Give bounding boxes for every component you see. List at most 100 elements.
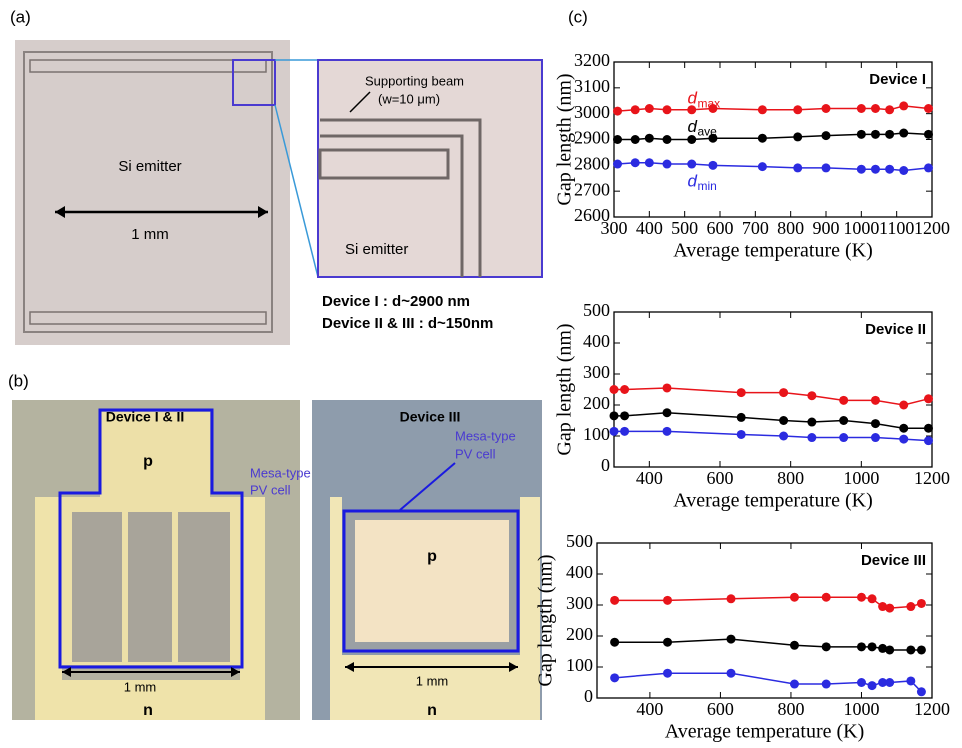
y-tick-label: 3100 (574, 76, 610, 96)
data-point (613, 135, 623, 144)
y-tick-label: 2600 (574, 205, 610, 225)
data-point (870, 129, 880, 139)
beam (29, 311, 267, 325)
data-point (620, 411, 630, 421)
zoom-box (232, 59, 276, 106)
data-point (821, 679, 831, 689)
data-point (821, 642, 831, 652)
data-point (708, 104, 718, 113)
series-symbol: d (687, 117, 697, 136)
y-tick-label: 2700 (574, 179, 610, 199)
data-point (856, 678, 866, 687)
data-point (757, 162, 767, 172)
x-tick-label: 1000 (843, 218, 879, 238)
p-label: p (143, 453, 153, 470)
data-point (821, 163, 831, 173)
x-tick-label: 800 (777, 699, 804, 719)
series-line (614, 387, 929, 406)
finger (178, 512, 230, 662)
data-point (821, 104, 831, 113)
data-point (644, 158, 654, 168)
data-point (662, 105, 672, 115)
data-point (620, 385, 630, 394)
y-tick-label: 3200 (574, 50, 610, 70)
x-tick-label: 400 (636, 699, 663, 719)
panel-label: (b) (8, 371, 29, 390)
emitter-frame (23, 51, 273, 333)
x-axis-label: Average temperature (K) (673, 490, 873, 512)
data-point (856, 642, 866, 652)
data-point (906, 602, 916, 612)
data-point (789, 592, 799, 602)
x-tick-label: 700 (742, 218, 769, 238)
data-point (630, 135, 640, 144)
inset-frame (320, 118, 482, 277)
data-point (663, 637, 673, 647)
data-point (807, 433, 817, 443)
cell-label: Mesa-type (455, 428, 516, 443)
data-point (708, 160, 718, 170)
data-point (610, 673, 620, 683)
x-tick-label: 800 (777, 468, 804, 488)
data-point (644, 104, 654, 113)
data-point (610, 637, 620, 647)
data-point (923, 394, 933, 404)
data-point (779, 416, 789, 425)
data-point (789, 679, 799, 689)
data-point (662, 426, 672, 436)
pv-outline (58, 408, 244, 669)
data-point (687, 159, 697, 169)
inset-beam (318, 148, 450, 180)
n-label: n (143, 702, 153, 719)
data-point (856, 592, 866, 602)
panel-label: (c) (568, 7, 588, 26)
data-point (870, 164, 880, 174)
data-point (916, 598, 926, 608)
data-point (793, 105, 803, 115)
cell-label: Mesa-type (250, 465, 311, 480)
data-point (663, 668, 673, 678)
beam (29, 59, 267, 73)
data-point (662, 408, 672, 418)
beam-label: Supporting beam (365, 73, 464, 88)
data-point (663, 595, 673, 605)
series-line (614, 672, 922, 693)
data-point (779, 431, 789, 441)
data-point (687, 105, 697, 115)
x-axis-label: Average temperature (K) (673, 240, 873, 262)
data-point (856, 164, 866, 174)
data-point (923, 104, 933, 113)
x-tick-label: 600 (707, 468, 734, 488)
inset (317, 59, 543, 278)
chart-title: Device III (861, 552, 926, 569)
series-symbol: d (687, 89, 697, 108)
finger (128, 512, 172, 662)
x-tick-label: 300 (601, 218, 628, 238)
x-tick-label: 1000 (843, 699, 879, 719)
data-point (923, 436, 933, 446)
x-tick-label: 1200 (914, 699, 950, 719)
data-point (708, 133, 718, 143)
pv-outline (342, 509, 520, 653)
series-symbol: d (687, 172, 697, 191)
y-tick-label: 500 (583, 300, 610, 320)
zoom-line (274, 104, 319, 278)
scale-label: 1 mm (131, 226, 169, 243)
data-point (613, 106, 623, 116)
plot-frame (596, 542, 933, 699)
data-point (870, 104, 880, 113)
scale-label: 1 mm (416, 673, 449, 688)
data-point (899, 400, 909, 410)
data-point (878, 678, 888, 687)
series-label: min (697, 179, 716, 193)
data-point (916, 687, 926, 697)
data-point (807, 417, 817, 427)
data-point (870, 433, 880, 443)
p-pad (355, 520, 509, 642)
data-point (885, 105, 895, 115)
y-tick-label: 0 (601, 455, 610, 475)
x-tick-label: 1100 (879, 218, 914, 238)
data-point (870, 419, 880, 429)
p-label: p (427, 548, 437, 565)
